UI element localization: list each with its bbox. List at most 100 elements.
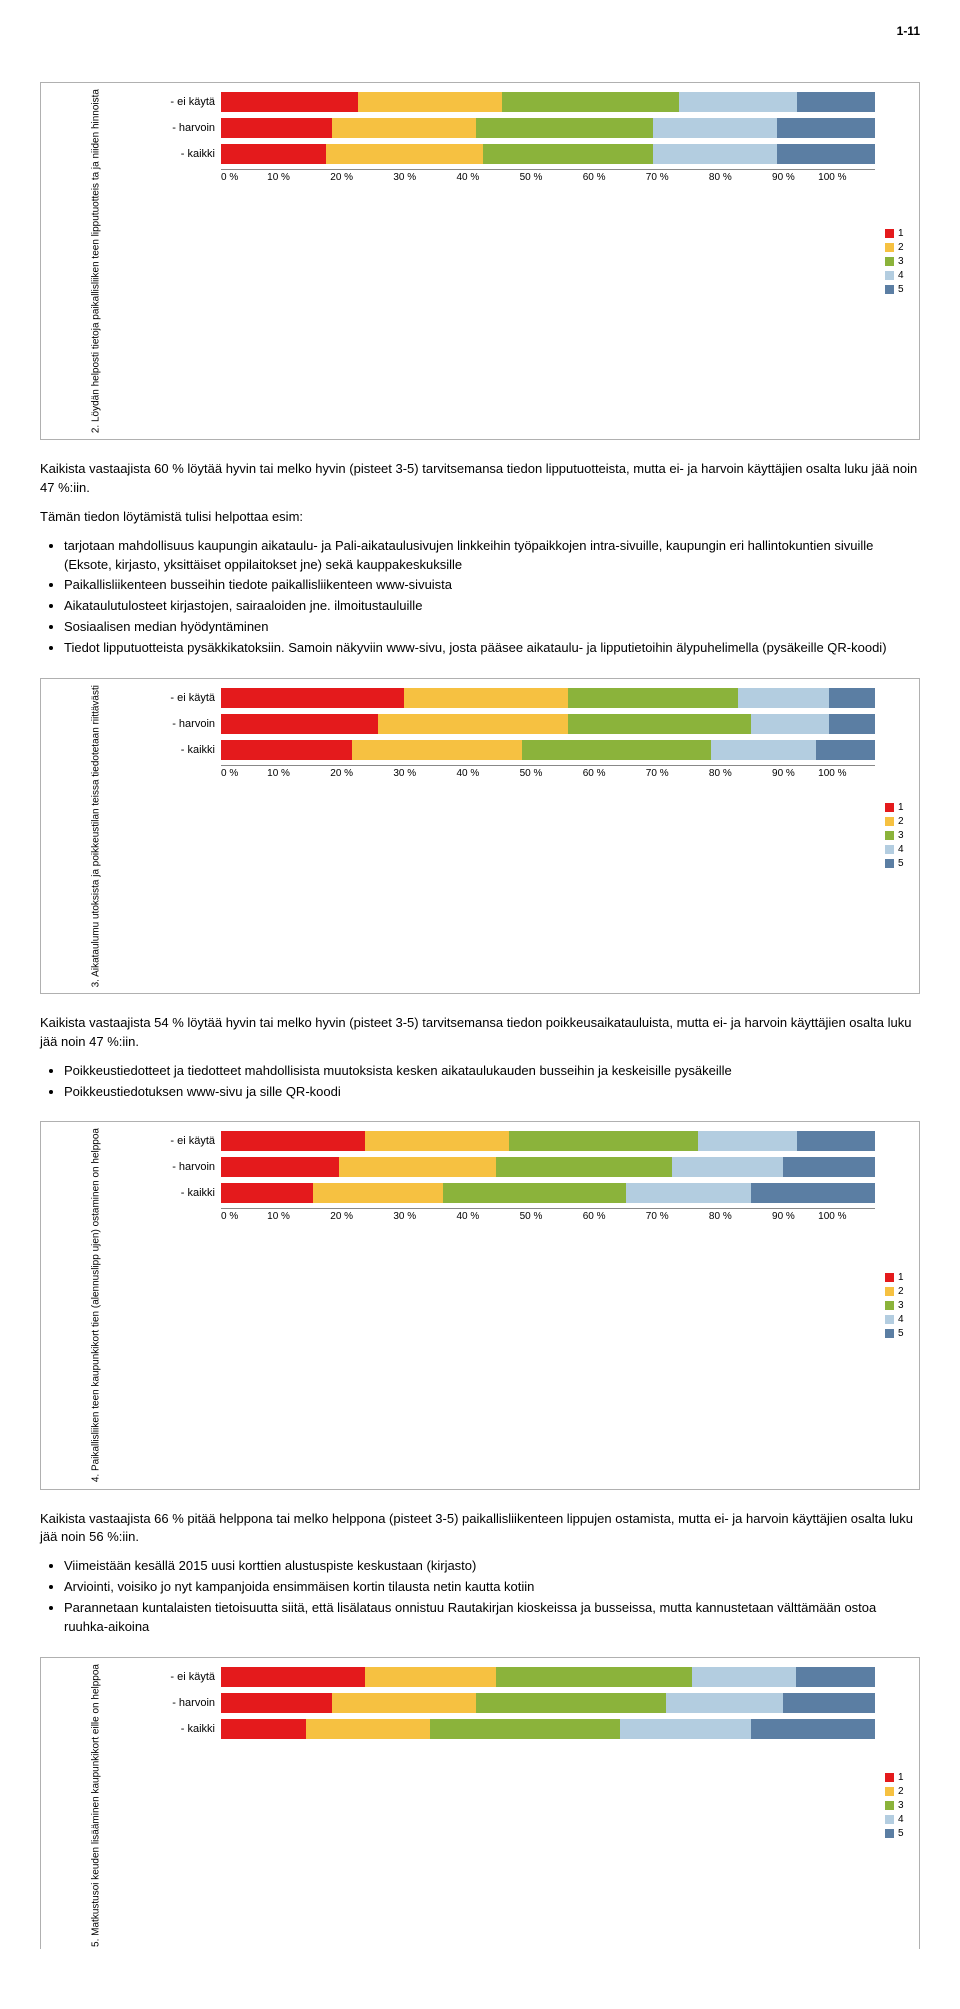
tick-label: 40 % (456, 768, 479, 779)
legend-item: 3 (885, 1800, 919, 1811)
para-1: Kaikista vastaajista 60 % löytää hyvin t… (40, 460, 920, 498)
bar-segment (502, 92, 679, 112)
bar-segment (698, 1131, 796, 1151)
legend-label: 4 (898, 1314, 904, 1325)
tick-label: 70 % (646, 768, 669, 779)
legend-item: 2 (885, 242, 919, 253)
bar-segment (496, 1157, 673, 1177)
legend-swatch (885, 831, 894, 840)
legend-item: 2 (885, 1286, 919, 1297)
chart-ylabel: 3. Aikataulumu utoksista ja poikkeustila… (41, 683, 151, 989)
bar-segment (326, 144, 483, 164)
chart-ylabel: 4. Paikallisliiken teen kaupunkikort tie… (41, 1126, 151, 1484)
bar-category-label: - harvoin (151, 117, 221, 139)
stacked-bar (221, 1719, 875, 1739)
legend-label: 2 (898, 1286, 904, 1297)
tick-label: 40 % (456, 172, 479, 183)
stacked-bar (221, 714, 875, 734)
bar-row: - kaikki (151, 739, 875, 761)
bullet-item: Arviointi, voisiko jo nyt kampanjoida en… (64, 1578, 920, 1597)
tick-label: 30 % (393, 1211, 416, 1222)
legend-label: 1 (898, 1272, 904, 1283)
bar-segment (221, 118, 332, 138)
bar-segment (221, 1183, 313, 1203)
stacked-bar (221, 92, 875, 112)
bar-segment (430, 1719, 620, 1739)
chart-5-matkustusoikeus: 5. Matkustusoi keuden lisääminen kaupunk… (40, 1657, 920, 1949)
legend-swatch (885, 1301, 894, 1310)
bullet-item: Parannetaan kuntalaisten tietoisuutta si… (64, 1599, 920, 1637)
legend-item: 4 (885, 270, 919, 281)
legend-item: 4 (885, 1814, 919, 1825)
bar-segment (568, 688, 738, 708)
legend: 12345 (875, 1126, 919, 1484)
legend-label: 3 (898, 256, 904, 267)
legend-item: 5 (885, 858, 919, 869)
bullet-item: Sosiaalisen median hyödyntäminen (64, 618, 920, 637)
bar-segment (306, 1719, 430, 1739)
legend-label: 5 (898, 1828, 904, 1839)
stacked-bar (221, 1693, 875, 1713)
stacked-bar (221, 1157, 875, 1177)
bar-category-label: - kaikki (151, 1718, 221, 1740)
stacked-bar (221, 740, 875, 760)
legend: 1 2 3 4 5 (875, 683, 919, 989)
para-2: Kaikista vastaajista 54 % löytää hyvin t… (40, 1014, 920, 1052)
bar-segment (797, 1131, 875, 1151)
legend-label: 2 (898, 816, 904, 827)
legend-swatch (885, 1329, 894, 1338)
bar-segment (443, 1183, 626, 1203)
legend-item: 3 (885, 256, 919, 267)
legend-swatch (885, 859, 894, 868)
bar-row: - kaikki (151, 143, 875, 165)
legend-label: 4 (898, 844, 904, 855)
legend-swatch (885, 243, 894, 252)
bar-category-label: - ei käytä (151, 687, 221, 709)
stacked-bar (221, 144, 875, 164)
stacked-bar (221, 1183, 875, 1203)
legend-item: 1 (885, 228, 919, 239)
bar-segment (358, 92, 502, 112)
legend-swatch (885, 1815, 894, 1824)
bar-segment (221, 688, 404, 708)
tick-label: 50 % (520, 1211, 543, 1222)
legend-swatch (885, 285, 894, 294)
legend-label: 3 (898, 830, 904, 841)
legend-swatch (885, 1829, 894, 1838)
bar-segment (829, 714, 875, 734)
bar-segment (404, 688, 568, 708)
bar-row: - harvoin (151, 1692, 875, 1714)
stacked-bar (221, 118, 875, 138)
chart-4-kaupunkikortit: 4. Paikallisliiken teen kaupunkikort tie… (40, 1121, 920, 1489)
bar-segment (777, 144, 875, 164)
legend-swatch (885, 1801, 894, 1810)
legend: 1 2 3 4 5 (875, 1662, 919, 1949)
bar-segment (679, 92, 797, 112)
bar-segment (653, 118, 777, 138)
bullet-item: Tiedot lipputuotteista pysäkkikatoksiin.… (64, 639, 920, 658)
bar-segment (365, 1667, 496, 1687)
tick-label: 80 % (709, 1211, 732, 1222)
bullet-item: Poikkeustiedotuksen www-sivu ja sille QR… (64, 1083, 920, 1102)
legend-label: 3 (898, 1800, 904, 1811)
tick-label: 100 % (818, 768, 846, 779)
legend-item: 1 (885, 1772, 919, 1783)
tick-label: 0 % (221, 1211, 238, 1222)
bar-segment (672, 1157, 783, 1177)
legend-label: 1 (898, 802, 904, 813)
legend-swatch (885, 1773, 894, 1782)
bullet-item: Poikkeustiedotteet ja tiedotteet mahdoll… (64, 1062, 920, 1081)
legend-label: 1 (898, 1772, 904, 1783)
bar-segment (221, 1131, 365, 1151)
legend-item: 2 (885, 1786, 919, 1797)
bar-segment (522, 740, 712, 760)
tick-label: 20 % (330, 1211, 353, 1222)
tick-label: 0 % (221, 768, 238, 779)
bar-segment (797, 92, 875, 112)
x-axis: 0 %10 %20 %30 %40 %50 %60 %70 %80 %90 %1… (151, 1208, 875, 1222)
bar-segment (352, 740, 522, 760)
legend-swatch (885, 817, 894, 826)
bar-segment (653, 144, 777, 164)
bar-segment (221, 740, 352, 760)
tick-label: 50 % (520, 768, 543, 779)
